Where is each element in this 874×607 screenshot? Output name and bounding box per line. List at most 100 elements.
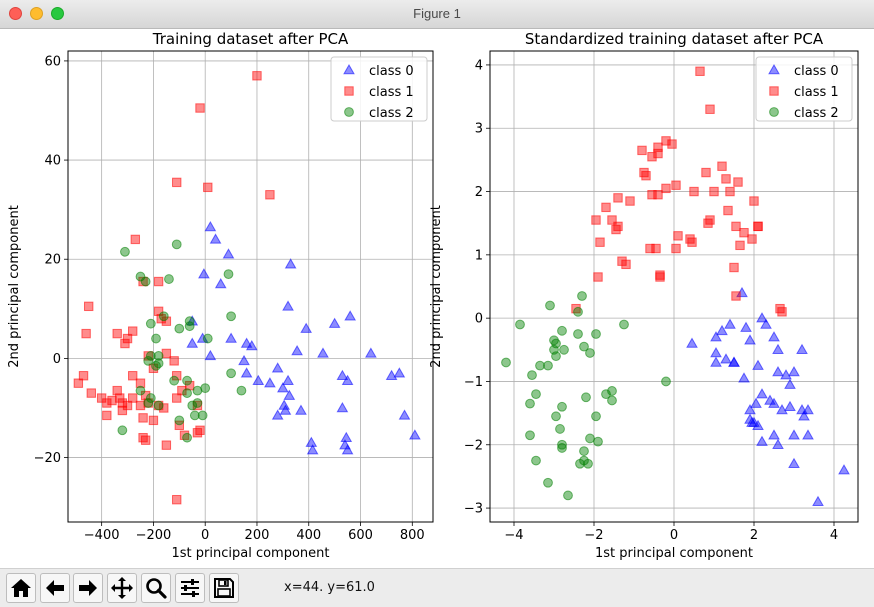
data-point (226, 368, 236, 379)
data-point (112, 385, 122, 396)
data-point (306, 444, 319, 455)
data-point (625, 196, 635, 206)
data-point (184, 316, 195, 327)
data-point (271, 409, 284, 420)
minimize-button[interactable] (30, 7, 43, 20)
data-point (775, 303, 785, 314)
figure-svg: −400 −200 0 200 400 600 800−200204060Training … (7, 30, 859, 561)
data-point (738, 372, 750, 383)
data-point (138, 433, 148, 443)
data-point (187, 400, 198, 411)
data-point (686, 337, 698, 348)
data-point (788, 365, 800, 377)
legend-box (330, 56, 428, 122)
data-point (143, 398, 154, 408)
close-button[interactable] (9, 7, 22, 20)
zoom-button[interactable] (141, 573, 171, 603)
data-point (78, 371, 89, 381)
data-point (153, 400, 164, 411)
data-point (102, 410, 112, 421)
maximize-button[interactable] (51, 7, 64, 20)
data-point (172, 494, 182, 505)
data-point (145, 351, 156, 361)
data-point (291, 344, 303, 356)
data-point (756, 312, 768, 323)
data-point (756, 435, 768, 446)
data-point (172, 393, 182, 403)
series-class-0 (686, 286, 850, 506)
data-point (107, 395, 117, 406)
data-point (573, 306, 583, 317)
data-point (796, 343, 808, 355)
data-point (279, 404, 292, 415)
data-point (798, 410, 810, 421)
legend-box (755, 56, 853, 122)
data-point (156, 314, 166, 324)
legend-label: class 1 (369, 85, 414, 100)
data-point (169, 375, 180, 386)
data-point (328, 317, 341, 328)
data-point (128, 371, 138, 381)
x-tick-label: 4 (830, 528, 838, 543)
data-point (784, 400, 796, 412)
data-point (595, 237, 605, 247)
data-point (753, 221, 763, 232)
data-point (563, 490, 573, 501)
data-point (245, 339, 258, 351)
data-point (760, 318, 772, 329)
data-point (223, 269, 234, 280)
data-point (186, 337, 199, 348)
back-arrow-icon (46, 580, 64, 596)
data-point (557, 401, 567, 412)
pan-button[interactable] (107, 573, 137, 603)
data-point (117, 405, 128, 416)
data-point (716, 324, 728, 336)
data-point (184, 321, 195, 332)
data-point (780, 369, 792, 380)
y-axis-label: 2nd principal component (7, 205, 22, 368)
save-icon (214, 578, 234, 598)
x-tick-label: 0 (670, 528, 678, 543)
data-point (647, 152, 657, 162)
legend: class 0 class 1 class 2 (755, 56, 853, 122)
data-point (145, 393, 156, 403)
data-point (81, 328, 91, 339)
configure-subplots-button[interactable] (175, 573, 205, 603)
data-point (756, 388, 768, 399)
x-tick-label: −200 (136, 528, 172, 543)
data-point (788, 457, 800, 469)
data-point (182, 432, 192, 443)
data-point (744, 334, 756, 345)
data-point (573, 329, 583, 339)
legend-marker (769, 86, 779, 96)
data-point (172, 177, 182, 188)
back-button[interactable] (40, 573, 70, 603)
data-point (182, 375, 192, 386)
data-point (585, 348, 595, 358)
data-point (724, 318, 736, 329)
data-point (645, 243, 655, 254)
data-point (748, 416, 760, 427)
data-point (393, 367, 406, 378)
y-tick-label: 0 (53, 352, 61, 367)
forward-button[interactable] (73, 573, 103, 603)
data-point (182, 388, 192, 398)
data-point (531, 389, 541, 400)
figure-canvas[interactable]: −400 −200 0 200 400 600 800 −20 0 20 40 60 Training … (0, 29, 874, 567)
y-tick-label: 3 (475, 122, 483, 137)
save-button[interactable] (209, 573, 239, 603)
data-point (802, 429, 814, 440)
home-button[interactable] (6, 573, 36, 603)
data-point (135, 385, 146, 396)
legend-marker (344, 86, 354, 96)
data-point (772, 343, 784, 355)
navigation-toolbar: x=44. y=61.0 (0, 568, 874, 607)
data-point (673, 231, 683, 241)
data-point (282, 300, 294, 311)
x-tick-label: 200 (245, 528, 270, 543)
zoom-icon (146, 578, 167, 599)
data-point (96, 393, 107, 403)
series-class-0 (186, 220, 421, 455)
data-point (117, 425, 128, 436)
data-point (653, 142, 663, 152)
